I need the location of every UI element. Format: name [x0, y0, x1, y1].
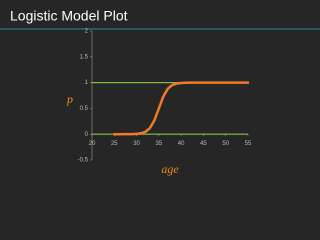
logistic-curve — [113, 81, 250, 136]
slide: Logistic Model Plot p age -0.5 0 0.5 1 1.5 2 2… — [0, 0, 320, 180]
background — [0, 0, 320, 180]
x-tick-label: 55 — [245, 141, 252, 147]
y-tick-label: 0 — [85, 132, 89, 138]
x-axis-label: age — [161, 162, 179, 176]
chart-title: Logistic Model Plot — [10, 8, 128, 24]
x-tick-label: 20 — [89, 141, 96, 147]
x-tick-label: 35 — [156, 141, 163, 147]
x-tick-label: 30 — [133, 141, 140, 147]
y-axis-label: p — [66, 92, 73, 106]
x-tick-label: 25 — [111, 141, 118, 147]
x-tick-label: 50 — [222, 141, 229, 147]
y-tick-label: 1 — [85, 80, 89, 86]
x-tick-label: 45 — [200, 141, 207, 147]
x-tick-label: 40 — [178, 141, 185, 147]
y-tick-label: 0.5 — [80, 106, 89, 112]
y-tick-label: 2 — [85, 29, 89, 35]
y-tick-label: -0.5 — [78, 158, 89, 164]
y-tick-label: 1.5 — [80, 54, 89, 60]
